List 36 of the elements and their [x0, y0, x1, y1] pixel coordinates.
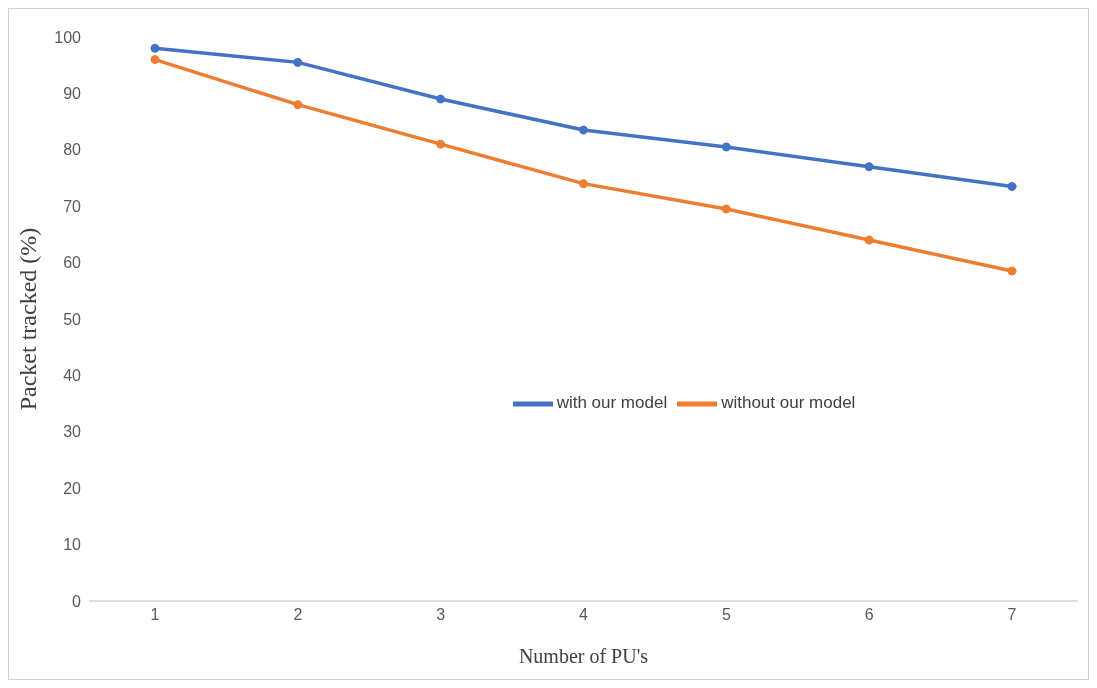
- x-tick-label: 1: [150, 606, 160, 624]
- y-axis-title: Packet tracked (%): [14, 227, 41, 411]
- point: [293, 100, 303, 110]
- y-tick-label: 30: [63, 423, 82, 441]
- point: [579, 179, 588, 189]
- y-tick-label: 80: [63, 141, 82, 159]
- point: [721, 142, 731, 152]
- x-tick-label: 5: [721, 606, 731, 624]
- y-tick-label: 60: [63, 254, 82, 272]
- point: [579, 125, 588, 135]
- point: [436, 94, 446, 104]
- point: [721, 204, 731, 214]
- x-tick-label: 7: [1007, 606, 1017, 624]
- point: [1007, 266, 1017, 276]
- x-axis-title: Number of PU's: [518, 645, 649, 667]
- point: [293, 57, 303, 67]
- x-tick-label: 3: [436, 606, 446, 624]
- y-tick-label: 50: [63, 310, 82, 328]
- y-tick-label: 20: [63, 479, 82, 497]
- legend-label: with our model: [556, 393, 668, 413]
- x-tick-label: 4: [579, 606, 589, 624]
- y-tick-label: 40: [63, 367, 82, 385]
- y-tick-label: 0: [72, 592, 82, 610]
- point: [1007, 181, 1017, 191]
- legend-label: without our model: [721, 393, 856, 413]
- point: [436, 139, 446, 149]
- point: [864, 162, 874, 172]
- point: [150, 43, 160, 53]
- point: [864, 235, 874, 245]
- y-tick-label: 100: [54, 28, 82, 46]
- point: [150, 55, 160, 65]
- y-tick-label: 70: [63, 197, 82, 215]
- y-tick-label: 90: [63, 85, 82, 103]
- x-tick-label: 6: [864, 606, 874, 624]
- y-tick-label: 10: [63, 536, 82, 554]
- x-tick-label: 2: [293, 606, 303, 624]
